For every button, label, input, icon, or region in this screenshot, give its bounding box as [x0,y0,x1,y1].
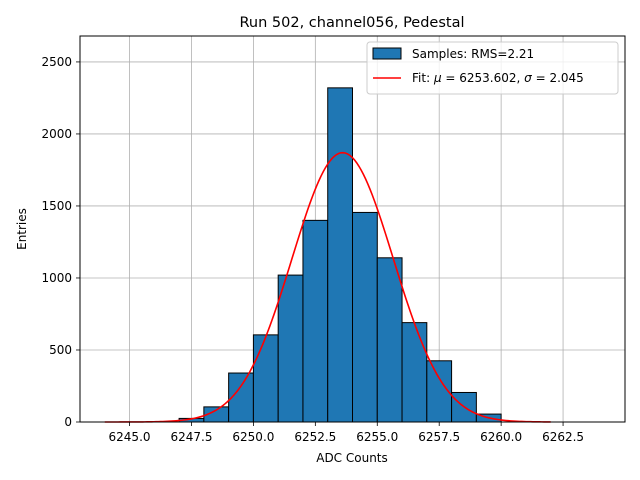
legend-swatch-samples [372,47,402,60]
y-tick-label: 1500 [41,199,72,213]
y-axis-ticks: 0 500 1000 1500 2000 2500 [41,55,80,429]
x-tick-label: 6255.0 [356,430,398,444]
x-tick-label: 6260.0 [480,430,522,444]
fit-curve [104,151,551,423]
legend-fit-sigma-value: = 2.045 [532,71,584,85]
chart-title: Run 502, channel056, Pedestal [239,15,464,31]
x-tick-label: 6250.0 [232,430,274,444]
legend-label-fit: Fit: μ = 6253.602, σ = 2.045 [412,71,584,85]
legend-fit-mu-value: = 6253.602, [442,71,525,85]
fit-curve-group [104,151,551,423]
histogram-bar [376,257,403,423]
histogram-bar [327,87,353,423]
histogram-bar [302,219,329,423]
y-tick-label: 2500 [41,55,72,69]
legend-label-samples: Samples: RMS=2.21 [412,47,534,61]
legend-fit-prefix: Fit: [412,71,434,85]
x-tick-label: 6252.5 [294,430,336,444]
legend-fit-sigma-symbol: σ [524,71,532,85]
y-tick-label: 500 [49,343,72,357]
legend-fit-mu-symbol: μ [433,71,442,85]
legend-box [366,41,619,95]
histogram-bar [401,322,428,423]
x-axis-label: ADC Counts [316,451,388,465]
y-tick-label: 2000 [41,127,72,141]
histogram-bar [252,334,279,423]
x-tick-label: 6257.5 [418,430,460,444]
y-axis-label: Entries [15,208,29,250]
legend: Samples: RMS=2.21 Fit: μ = 6253.602, σ =… [366,41,619,95]
y-tick-label: 0 [64,415,72,429]
histogram-bar [277,274,304,423]
x-tick-label: 6262.5 [542,430,584,444]
x-tick-label: 6247.5 [170,430,212,444]
histogram-bar [352,211,378,423]
histogram-bar [228,372,254,423]
y-tick-label: 1000 [41,271,72,285]
plot-frame [79,35,626,423]
x-tick-label: 6245.0 [109,430,151,444]
x-axis-ticks: 6245.0 6247.5 6250.0 6252.5 6255.0 6257.5 6260… [109,422,584,444]
